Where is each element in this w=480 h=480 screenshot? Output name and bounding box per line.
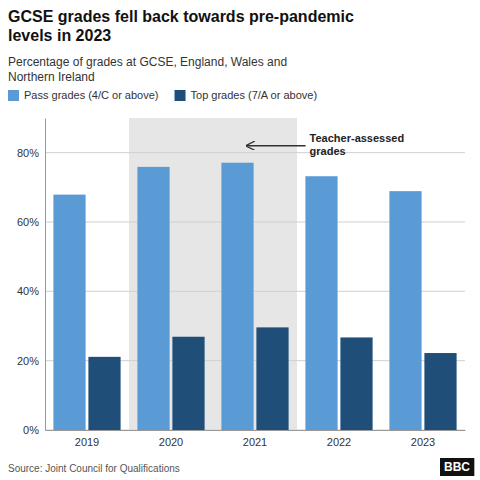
highlight-band	[129, 118, 297, 430]
bars	[53, 163, 456, 430]
y-tick-label: 60%	[17, 216, 39, 228]
x-tick: 2022	[327, 436, 351, 448]
bar	[340, 337, 372, 430]
text-line: Percentage of grades at GCSE, England, W…	[8, 55, 287, 69]
text-line: Teacher-assessed	[310, 132, 405, 144]
chart: GCSE grades fell back towards pre-pandem…	[0, 0, 480, 480]
bar	[172, 337, 204, 430]
grid-line	[45, 152, 465, 153]
x-axis: 2019 2020 2021 2022 2023	[46, 431, 466, 448]
y-tick-label: 0%	[23, 424, 39, 436]
bar	[305, 176, 337, 430]
legend-label: Top grades (7/A or above)	[191, 89, 318, 101]
bar	[53, 195, 85, 430]
x-tick-label: 2020	[159, 436, 183, 448]
credit-box	[440, 458, 474, 476]
text-line: grades	[310, 145, 346, 157]
grid	[45, 153, 465, 430]
text-line: Northern Ireland	[8, 70, 95, 84]
bar	[88, 357, 120, 430]
y-tick: 80%	[17, 147, 45, 159]
x-tick: 2019	[75, 436, 99, 448]
x-tick: 2020	[159, 436, 183, 448]
text-line: GCSE grades fell back towards pre-pandem…	[8, 8, 354, 25]
x-tick-label: 2021	[243, 436, 267, 448]
y-tick-label: 40%	[17, 285, 39, 297]
annotation: Teacher-assessedgrades	[310, 132, 405, 157]
credit-label: BBC	[444, 460, 470, 474]
credit: BBC	[440, 458, 474, 476]
y-tick: 20%	[17, 355, 45, 367]
annotation-arrow	[247, 145, 306, 146]
bar	[221, 163, 253, 430]
x-tick-label: 2019	[75, 436, 99, 448]
subtitle: Percentage of grades at GCSE, England, W…	[8, 55, 287, 84]
x-axis-line	[46, 430, 466, 431]
bar-series	[53, 163, 421, 430]
bar	[389, 191, 421, 430]
y-tick: 40%	[17, 285, 45, 297]
y-tick: 60%	[17, 216, 45, 228]
legend-item: Pass grades (4/C or above)	[8, 89, 159, 101]
y-tick-label: 20%	[17, 355, 39, 367]
legend: Pass grades (4/C or above) Top grades (7/…	[8, 89, 317, 101]
x-tick-label: 2022	[327, 436, 351, 448]
y-tick: 0%	[23, 424, 45, 436]
y-tick-label: 80%	[17, 147, 39, 159]
bar	[137, 167, 169, 430]
plot: 0% 20% 40% 60% 80% 2019 2020 2021 2022 2023 Teache…	[17, 118, 466, 448]
text-line: levels in 2023	[8, 27, 111, 44]
y-axis: 0% 20% 40% 60% 80%	[17, 119, 46, 437]
legend-swatch	[175, 90, 186, 101]
legend-item: Top grades (7/A or above)	[175, 89, 318, 101]
x-tick: 2023	[411, 436, 435, 448]
bar	[424, 353, 456, 430]
legend-swatch	[8, 90, 19, 101]
title: GCSE grades fell back towards pre-pandem…	[8, 8, 354, 44]
legend-label: Pass grades (4/C or above)	[24, 89, 159, 101]
x-tick: 2021	[243, 436, 267, 448]
bar-series	[88, 327, 456, 430]
source: Source: Joint Council for Qualifications	[8, 463, 180, 474]
bar	[256, 327, 288, 430]
y-axis-line	[45, 119, 46, 431]
x-tick-label: 2023	[411, 436, 435, 448]
